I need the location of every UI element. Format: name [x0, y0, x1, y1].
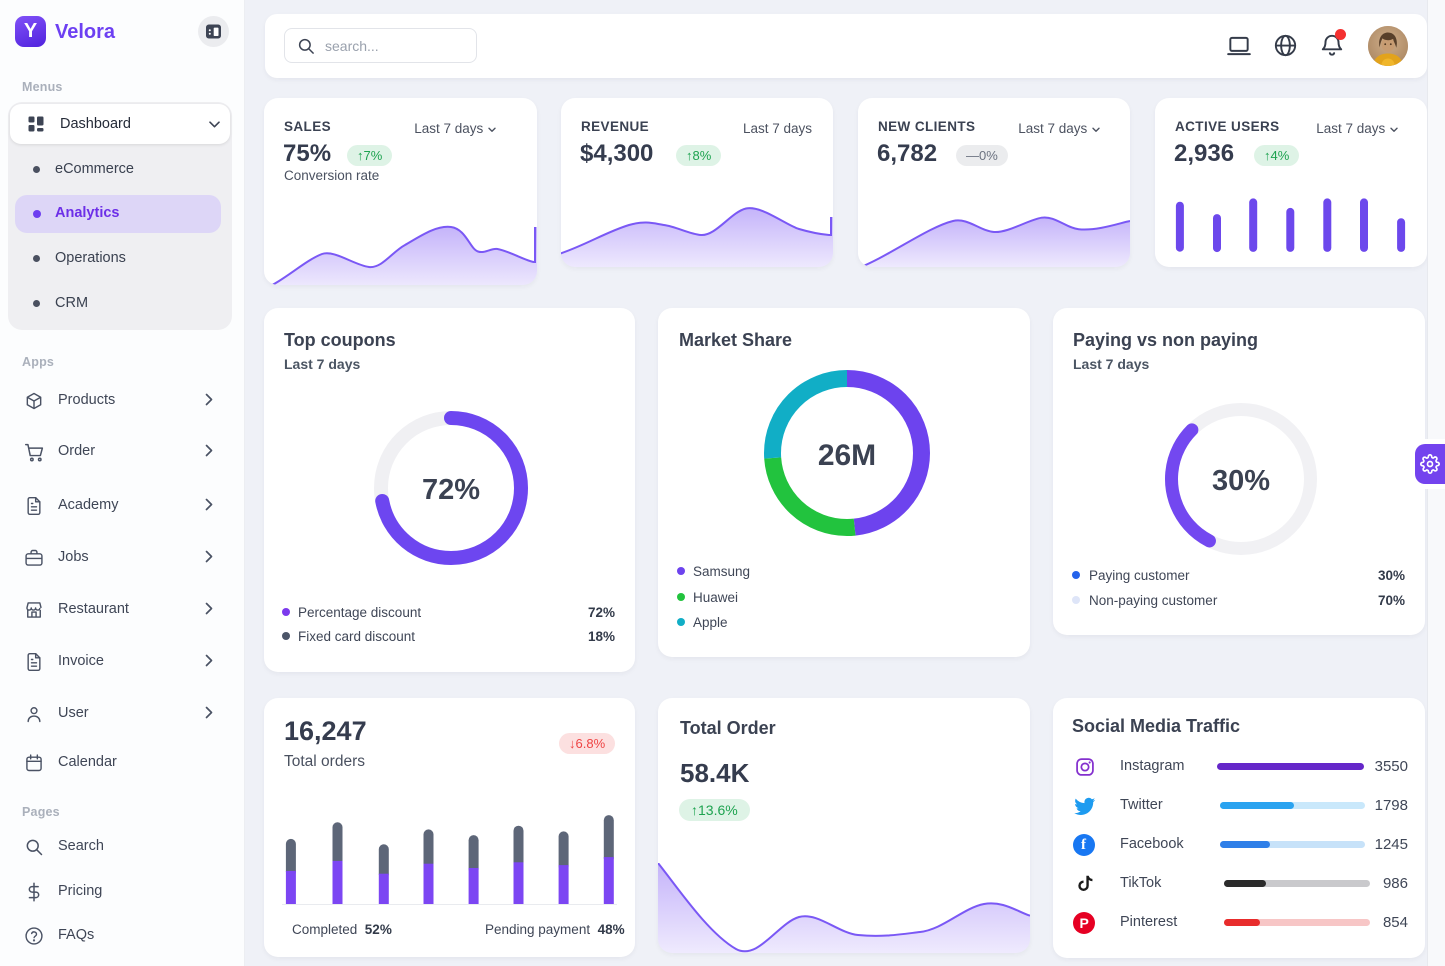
svg-text:26M: 26M — [818, 439, 876, 472]
svg-text:72%: 72% — [422, 474, 480, 506]
svg-text:30%: 30% — [1212, 465, 1270, 497]
